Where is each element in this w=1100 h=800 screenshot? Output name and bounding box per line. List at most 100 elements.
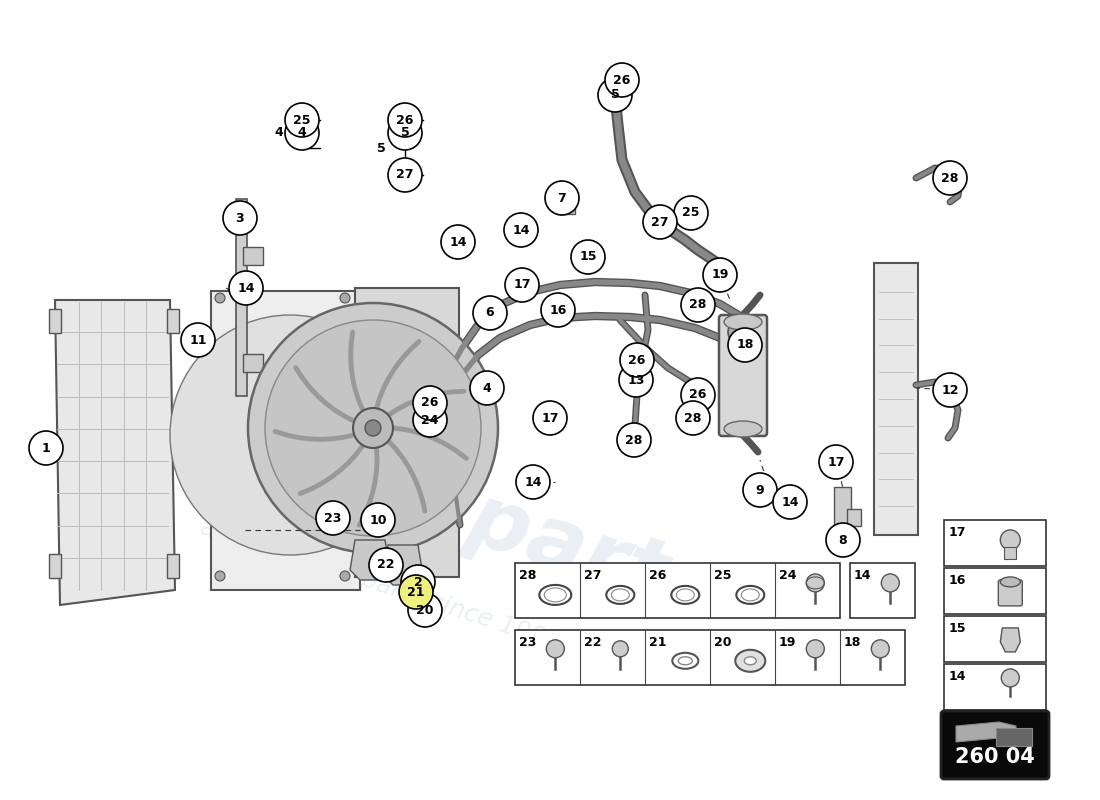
Circle shape <box>504 213 538 247</box>
Ellipse shape <box>724 314 762 330</box>
Text: 15: 15 <box>949 622 967 635</box>
Circle shape <box>29 431 63 465</box>
Circle shape <box>728 320 752 344</box>
Circle shape <box>340 571 350 581</box>
FancyBboxPatch shape <box>944 568 1046 614</box>
Text: 14: 14 <box>238 282 255 294</box>
Text: 28: 28 <box>690 298 706 311</box>
Text: 28: 28 <box>684 411 702 425</box>
Circle shape <box>617 423 651 457</box>
FancyBboxPatch shape <box>940 711 1049 779</box>
Text: 28: 28 <box>519 569 537 582</box>
Text: 18: 18 <box>844 636 861 649</box>
Text: 3: 3 <box>235 211 244 225</box>
Text: europaparts: europaparts <box>134 374 726 637</box>
Circle shape <box>340 293 350 303</box>
FancyBboxPatch shape <box>834 487 851 544</box>
Circle shape <box>605 63 639 97</box>
Text: 4: 4 <box>274 126 283 139</box>
Text: 8: 8 <box>838 534 847 546</box>
Text: 5: 5 <box>400 126 409 139</box>
FancyBboxPatch shape <box>515 563 840 618</box>
Text: 17: 17 <box>514 278 530 291</box>
Text: 26: 26 <box>614 74 630 86</box>
Text: 25: 25 <box>294 114 310 126</box>
FancyBboxPatch shape <box>236 199 248 396</box>
Circle shape <box>681 288 715 322</box>
Circle shape <box>619 363 653 397</box>
Circle shape <box>806 574 824 592</box>
Circle shape <box>681 378 715 412</box>
Text: 24: 24 <box>421 414 439 426</box>
Circle shape <box>353 408 393 448</box>
FancyBboxPatch shape <box>167 554 179 578</box>
Circle shape <box>214 293 225 303</box>
Circle shape <box>773 485 807 519</box>
Circle shape <box>388 158 422 192</box>
Circle shape <box>547 640 564 658</box>
Circle shape <box>544 181 579 215</box>
Polygon shape <box>55 300 175 605</box>
Text: 26: 26 <box>649 569 667 582</box>
Text: 260 04: 260 04 <box>955 747 1035 767</box>
Text: 26: 26 <box>628 354 646 366</box>
FancyBboxPatch shape <box>50 309 60 333</box>
Circle shape <box>368 548 403 582</box>
Text: 17: 17 <box>949 526 967 539</box>
Circle shape <box>316 501 350 535</box>
Circle shape <box>871 640 889 658</box>
Circle shape <box>571 240 605 274</box>
Ellipse shape <box>735 650 766 672</box>
Circle shape <box>229 271 263 305</box>
Circle shape <box>703 258 737 292</box>
Circle shape <box>223 201 257 235</box>
Text: 17: 17 <box>827 455 845 469</box>
Circle shape <box>644 205 676 239</box>
Circle shape <box>285 103 319 137</box>
Circle shape <box>361 503 395 537</box>
Text: 25: 25 <box>682 206 700 219</box>
Circle shape <box>1001 669 1020 687</box>
Circle shape <box>516 465 550 499</box>
Circle shape <box>402 565 434 599</box>
Circle shape <box>182 323 214 357</box>
Circle shape <box>412 403 447 437</box>
Text: 14: 14 <box>781 495 799 509</box>
FancyBboxPatch shape <box>557 194 575 214</box>
FancyBboxPatch shape <box>944 616 1046 662</box>
Text: 20: 20 <box>416 603 433 617</box>
FancyBboxPatch shape <box>243 247 263 265</box>
Polygon shape <box>996 728 1032 746</box>
Text: 5: 5 <box>377 142 386 154</box>
Text: 26: 26 <box>690 389 706 402</box>
FancyBboxPatch shape <box>50 554 60 578</box>
Text: 19: 19 <box>712 269 728 282</box>
Text: 23: 23 <box>519 636 537 649</box>
Ellipse shape <box>745 657 757 665</box>
FancyBboxPatch shape <box>719 315 767 436</box>
Polygon shape <box>350 540 390 580</box>
Text: 9: 9 <box>756 483 764 497</box>
FancyBboxPatch shape <box>1004 547 1016 559</box>
Circle shape <box>441 225 475 259</box>
Text: 14: 14 <box>854 569 871 582</box>
Text: 14: 14 <box>525 475 541 489</box>
Text: 14: 14 <box>949 670 967 683</box>
Ellipse shape <box>679 657 692 665</box>
Circle shape <box>742 473 777 507</box>
Circle shape <box>881 574 900 592</box>
Circle shape <box>541 293 575 327</box>
Text: 11: 11 <box>189 334 207 346</box>
Circle shape <box>534 401 566 435</box>
Text: a passion for parts since 1985: a passion for parts since 1985 <box>197 515 563 654</box>
Circle shape <box>265 320 481 536</box>
Text: 4: 4 <box>298 126 307 139</box>
FancyBboxPatch shape <box>211 291 360 590</box>
FancyBboxPatch shape <box>944 520 1046 566</box>
FancyBboxPatch shape <box>243 354 263 372</box>
Text: 4: 4 <box>483 382 492 394</box>
Ellipse shape <box>672 653 698 669</box>
Text: 27: 27 <box>651 215 669 229</box>
FancyBboxPatch shape <box>483 304 500 324</box>
Text: 27: 27 <box>584 569 602 582</box>
